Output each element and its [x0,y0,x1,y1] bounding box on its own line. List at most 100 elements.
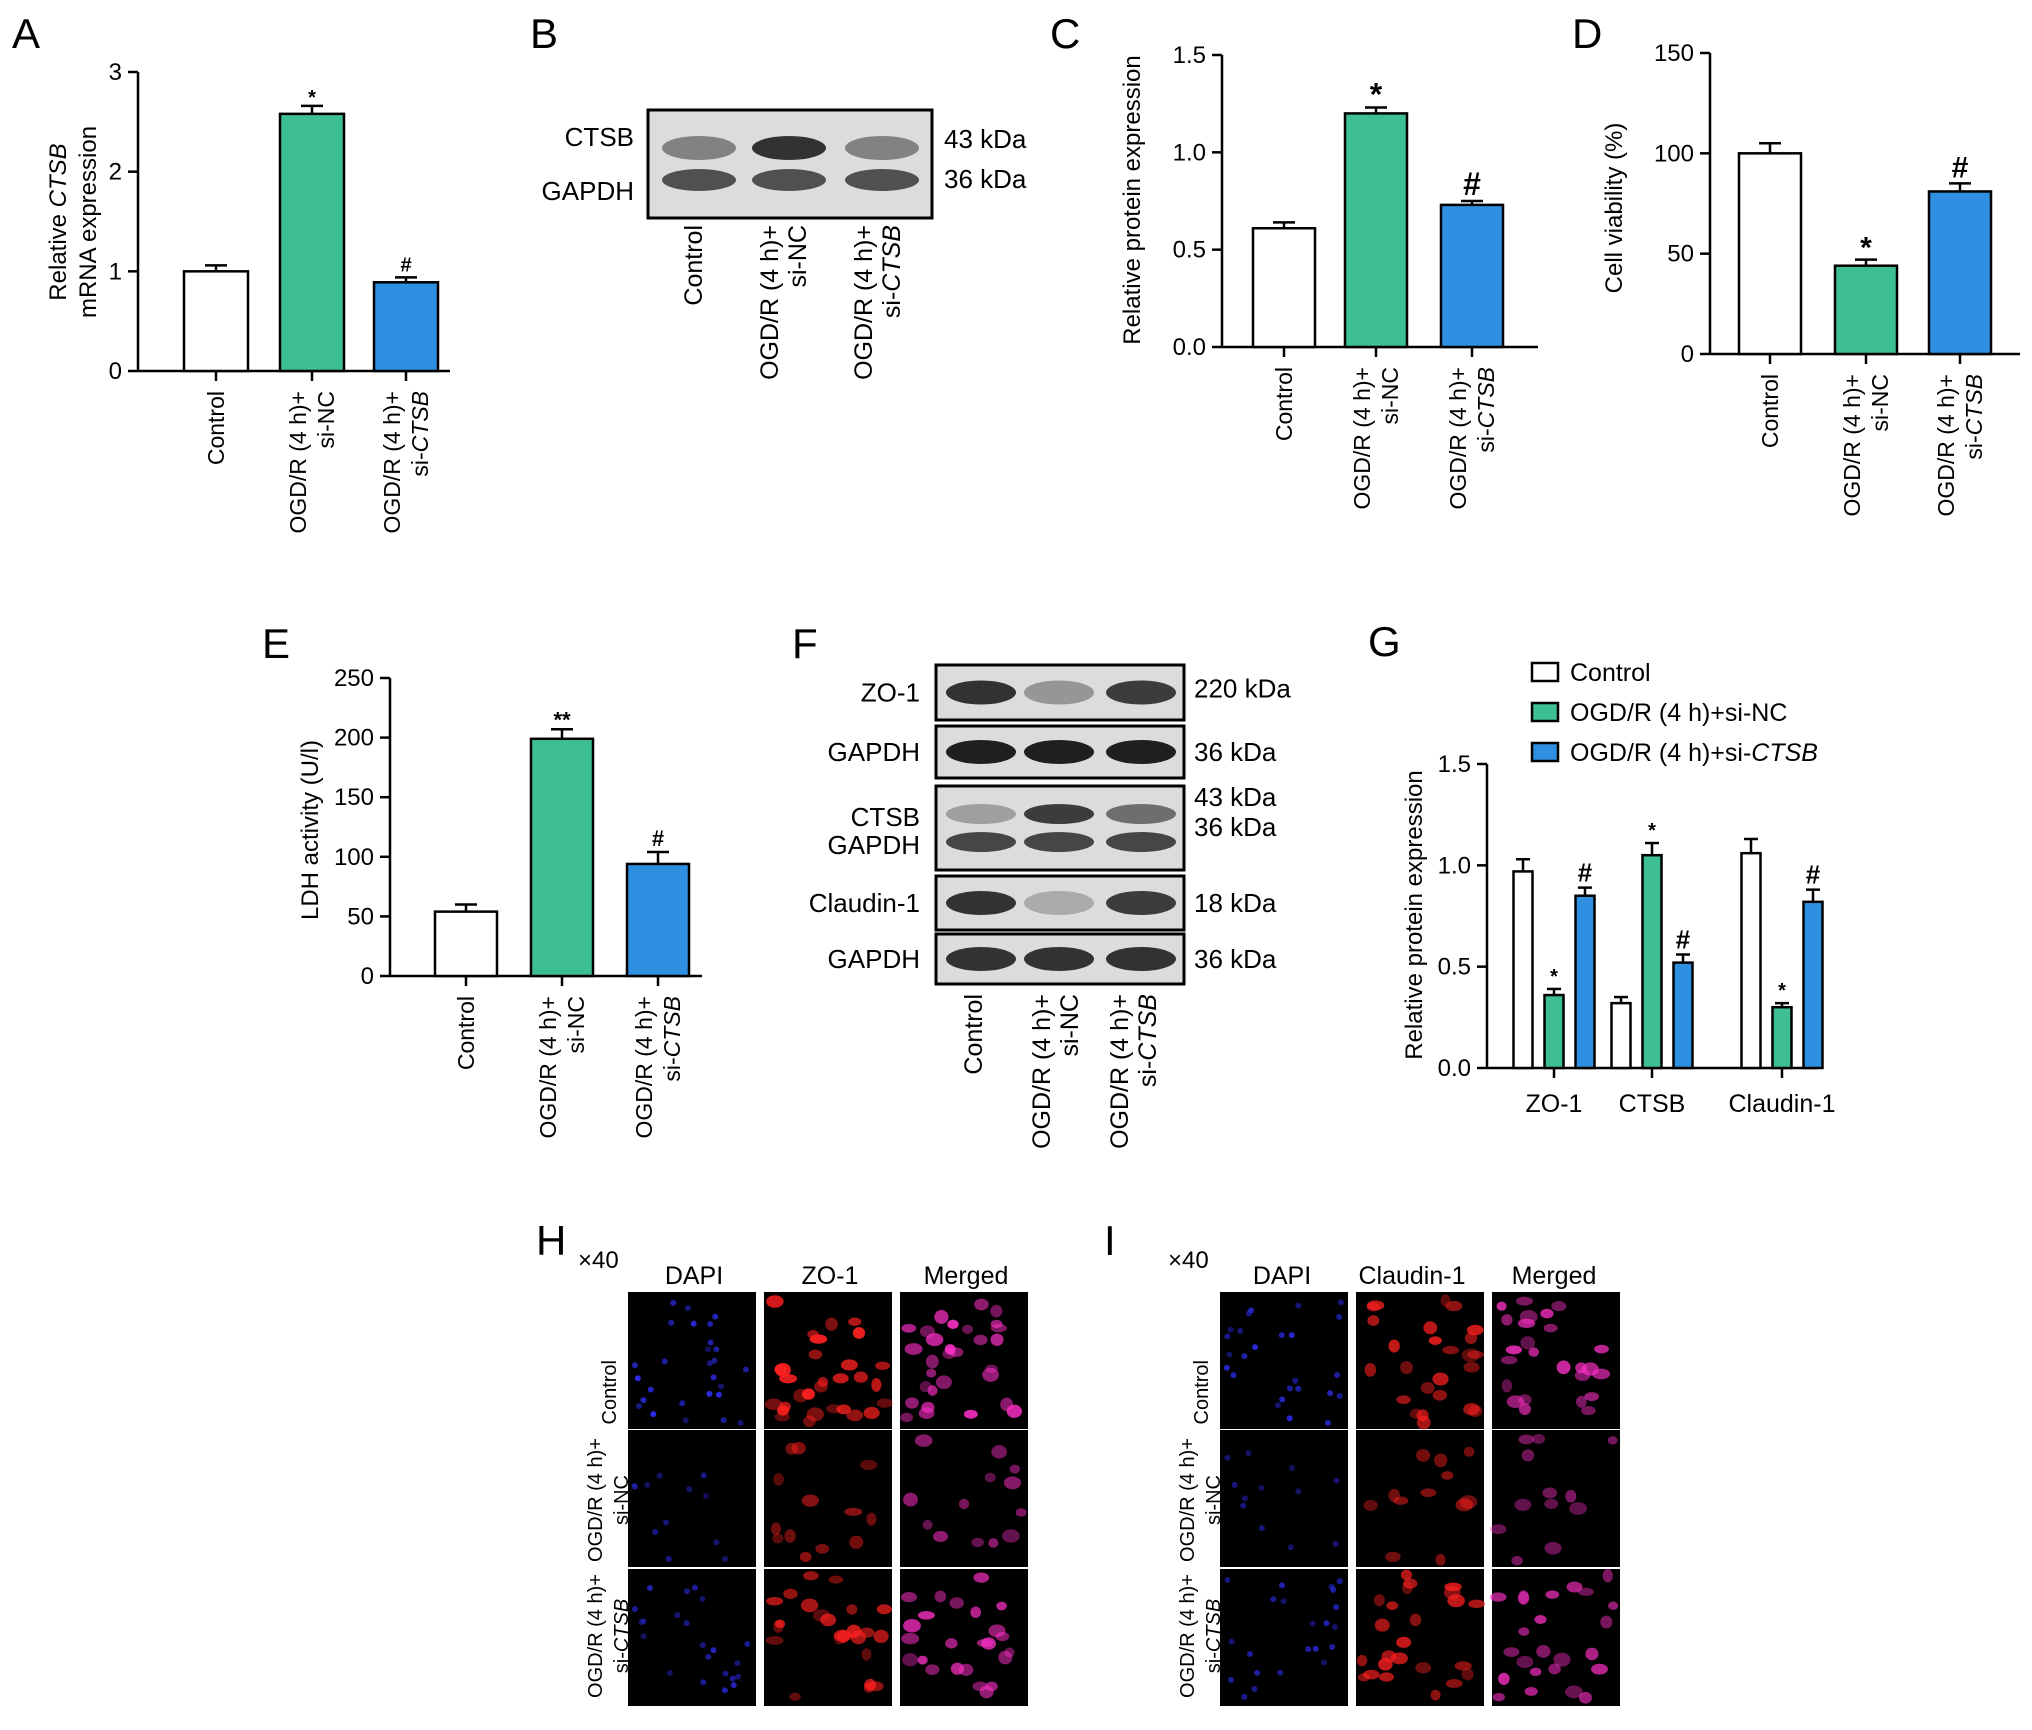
cell-dot [921,1401,935,1414]
cell-dot [1336,1578,1343,1585]
category-label-control: Control [453,996,479,1070]
category-label-sinc: si-NC [313,391,339,449]
category-label-sinc: si-NC [563,996,589,1054]
cell-dot [1331,1624,1338,1631]
cell-dot [988,1538,999,1548]
category-label-control: Control [1271,367,1297,441]
cell-dot [973,1334,988,1346]
cell-dot [933,1530,948,1543]
cell-dot [1279,1396,1286,1403]
legend-label: OGD/R (4 h)+si-CTSB [1570,739,1818,767]
cell-dot [1336,1393,1343,1400]
cell-dot [707,1321,714,1328]
micrograph-1-2 [1489,1430,1620,1567]
cell-dot [903,1619,921,1633]
bar-sinc [1771,1005,1793,1070]
blot-row-label: GAPDH [828,737,920,767]
cell-dot [860,1459,878,1470]
cell-dot [765,1636,784,1645]
cell-dot [1500,1355,1518,1365]
y-tick-label: 0 [109,358,122,385]
significance-mark: # [652,826,664,851]
cell-dot [925,1354,939,1369]
blot-band [1106,832,1176,852]
cell-dot [984,1472,996,1483]
cell-dot [1227,1326,1234,1333]
cell-dot [1441,1471,1454,1480]
cell-dot [707,1339,714,1346]
blot-band [1106,804,1176,824]
cell-dot [1289,1465,1296,1472]
cell-dot [1545,1590,1560,1599]
y-axis-label-a: mRNA expression [75,126,102,318]
panel-letter-b: B [530,10,558,57]
micrograph-bg [1492,1569,1620,1706]
cell-dot [1241,1495,1248,1502]
cell-dot [1594,1344,1609,1354]
bar-control [1740,851,1762,1070]
cell-dot [1430,1689,1441,1701]
cell-dot [1251,1685,1258,1692]
category-label-sictsb: OGD/R (4 h)+ [631,996,657,1139]
column-label: Claudin-1 [1358,1262,1465,1290]
y-tick-label: 1.5 [1438,751,1471,778]
cell-dot [1542,1487,1558,1499]
label-part: CTSB [407,391,433,452]
cell-dot [1003,1476,1021,1490]
bar-sinc [529,737,595,978]
cell-dot [1420,1381,1435,1394]
cell-dot [712,1313,719,1320]
cell-dot [1305,1646,1312,1653]
legend-swatch-control [1530,661,1560,683]
micrograph-bg [764,1430,892,1567]
cell-dot [852,1327,866,1339]
cell-dot [990,1319,1003,1329]
y-tick-label: 150 [1654,40,1694,67]
cell-dot [784,1529,796,1543]
y-axis-label-g: Relative protein expression [1401,770,1428,1060]
cell-dot [1528,1347,1539,1357]
cell-dot [809,1334,828,1344]
cell-dot [711,1357,718,1364]
cell-dot [652,1529,659,1536]
cell-dot [813,1380,828,1393]
cell-dot [1004,1647,1015,1658]
category-label-sictsb: si-CTSB [1961,374,1987,460]
cell-dot [1336,1313,1343,1320]
micrograph-0-2 [900,1292,1028,1429]
cell-dot [972,1681,988,1692]
cell-dot [1461,1348,1480,1362]
blot-band-gapdh [845,169,919,191]
cell-dot [1312,1645,1319,1652]
micrograph-2-0 [628,1569,756,1706]
cell-dot [774,1412,791,1422]
label-part: si- [1961,435,1987,459]
cell-dot [631,1362,638,1369]
category-label-sinc: si-NC [1056,994,1084,1057]
category-label-sictsb: OGD/R (4 h)+ [379,391,405,534]
cell-dot [1280,1598,1287,1605]
cell-dot [1602,1568,1613,1583]
cell-dot [1241,1693,1248,1700]
panel-letter-g: G [1368,618,1401,665]
cell-dot [706,1360,713,1367]
cell-dot [1445,1300,1463,1312]
cell-dot [670,1299,677,1306]
cell-dot [791,1441,806,1455]
cell-dot [702,1492,709,1499]
cell-dot [700,1472,707,1479]
category-label-sictsb: si-CTSB [878,225,906,318]
cell-dot [1327,1390,1334,1397]
cell-dot [692,1584,699,1591]
magnification-label: ×40 [1168,1247,1209,1274]
micrograph-bg [1220,1569,1348,1706]
y-tick-label: 100 [334,844,374,871]
cell-dot [1415,1662,1432,1674]
bar-sictsb [1927,190,1993,356]
cell-dot [1321,1659,1328,1666]
cell-dot [1403,1578,1418,1589]
cell-dot [1254,1669,1261,1676]
category-label-sinc: si-NC [784,225,812,288]
cell-dot [1334,1371,1341,1378]
cell-dot [1520,1336,1536,1350]
